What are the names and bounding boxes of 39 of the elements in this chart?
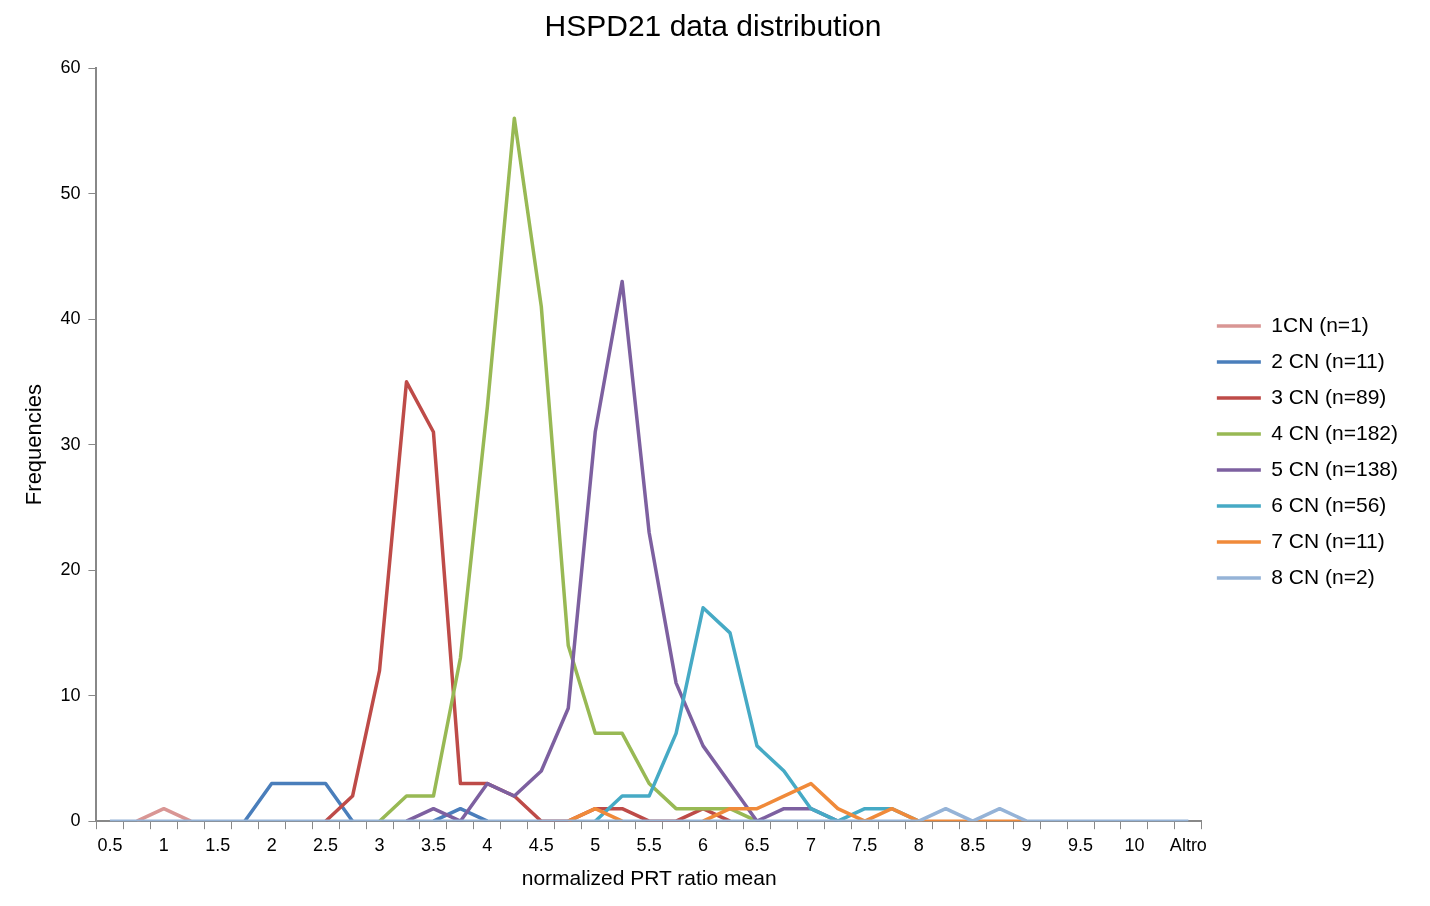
y-tick-label: 30 — [60, 433, 81, 454]
x-tick-label: 8.5 — [960, 834, 986, 855]
x-axis-title: normalized PRT ratio mean — [521, 866, 777, 890]
x-tick-label: 6.5 — [744, 834, 770, 855]
legend-label: 5 CN (n=138) — [1271, 456, 1399, 480]
y-tick-label: 20 — [60, 559, 81, 580]
y-tick-label: 60 — [60, 56, 81, 77]
legend-label: 3 CN (n=89) — [1271, 384, 1387, 408]
x-tick-label: 5 — [590, 834, 601, 855]
x-tick-label: Altro — [1169, 834, 1207, 855]
x-tick-label: 7 — [805, 834, 816, 855]
x-tick-label: 0.5 — [97, 834, 123, 855]
y-axis-title: Frequencies — [21, 384, 47, 506]
x-tick-label: 4 — [482, 834, 493, 855]
y-tick-label: 0 — [70, 810, 81, 831]
x-tick-label: 8 — [913, 834, 924, 855]
y-tick-label: 40 — [60, 308, 81, 329]
x-tick-label: 5.5 — [636, 834, 662, 855]
x-tick-label: 9.5 — [1068, 834, 1094, 855]
x-tick-label: 9 — [1021, 834, 1032, 855]
x-tick-label: 10 — [1124, 834, 1145, 855]
chart-title: HSPD21 data distribution — [544, 9, 882, 43]
y-tick-label: 10 — [60, 684, 81, 705]
y-tick-label: 50 — [60, 182, 81, 203]
x-tick-label: 1 — [158, 834, 169, 855]
legend-label: 8 CN (n=2) — [1271, 564, 1375, 588]
legend-label: 1CN (n=1) — [1271, 312, 1369, 336]
x-tick-label: 3 — [374, 834, 385, 855]
x-tick-label: 2 — [266, 834, 277, 855]
x-tick-label: 6 — [698, 834, 709, 855]
legend-label: 2 CN (n=11) — [1271, 348, 1385, 372]
legend-label: 4 CN (n=182) — [1271, 420, 1399, 444]
x-tick-label: 3.5 — [420, 834, 446, 855]
x-tick-label: 1.5 — [205, 834, 231, 855]
x-tick-label: 7.5 — [852, 834, 878, 855]
legend-label: 6 CN (n=56) — [1271, 492, 1387, 516]
x-tick-label: 4.5 — [528, 834, 554, 855]
legend-label: 7 CN (n=11) — [1271, 528, 1385, 552]
x-tick-label: 2.5 — [313, 834, 339, 855]
